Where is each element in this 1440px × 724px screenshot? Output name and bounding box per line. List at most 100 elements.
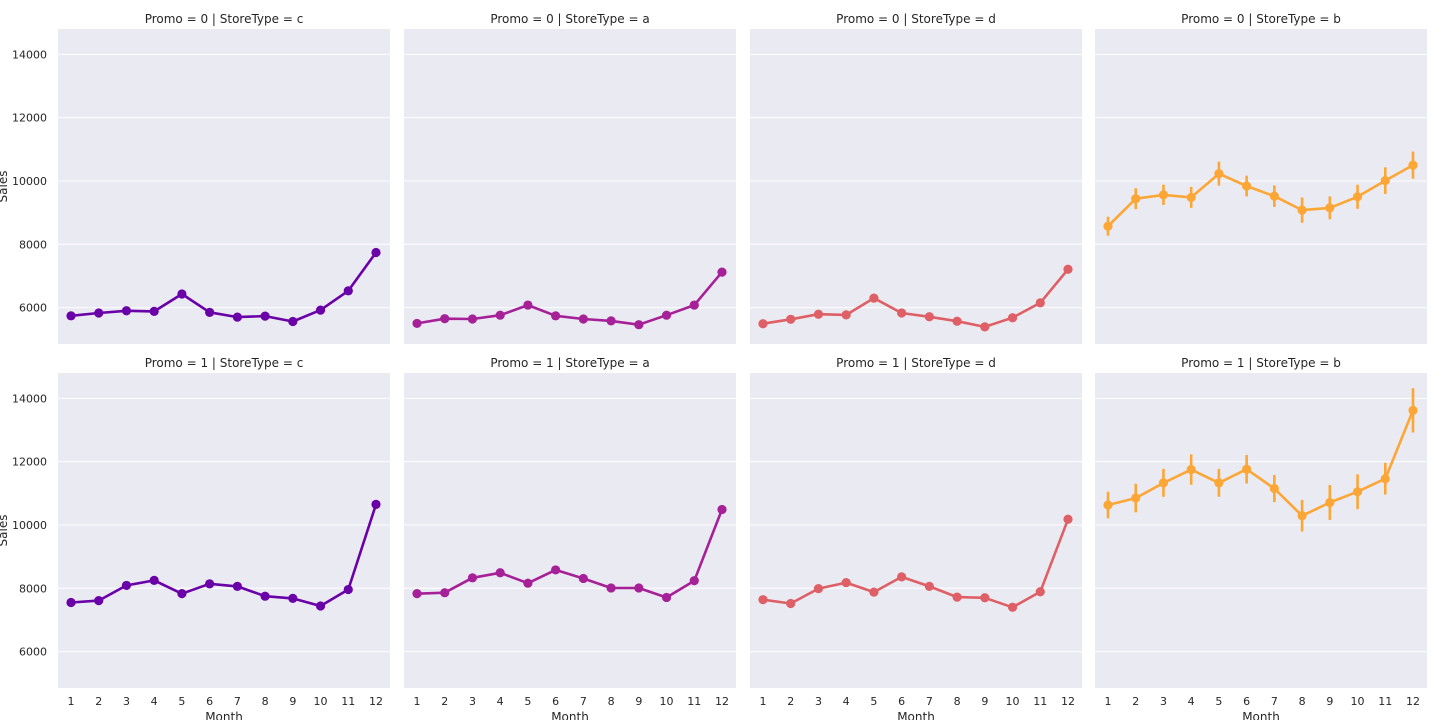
data-point (440, 588, 450, 598)
x-tick-label: 9 (981, 695, 988, 708)
data-point (121, 580, 132, 591)
data-point (634, 583, 644, 593)
data-point (121, 306, 132, 316)
x-tick-label: 4 (843, 695, 850, 708)
data-point (467, 314, 478, 324)
panel-title: Promo = 1 | StoreType = d (836, 356, 996, 370)
x-tick-label: 10 (660, 695, 674, 708)
facet-panel: Promo = 1 | StoreType = c600080001000012… (0, 356, 390, 724)
series-line (762, 268, 1070, 329)
data-point (343, 584, 353, 595)
data-point (1131, 194, 1141, 204)
data-point (551, 565, 561, 575)
data-point (717, 504, 727, 515)
x-tick-label: 6 (206, 695, 213, 708)
y-tick-label: 8000 (19, 582, 47, 595)
data-point (869, 293, 879, 303)
data-point (288, 316, 298, 327)
data-point (232, 581, 242, 591)
data-point (94, 308, 104, 318)
data-point (1352, 487, 1363, 497)
data-point (1063, 264, 1073, 274)
x-tick-label: 5 (1215, 695, 1222, 708)
y-tick-label: 14000 (12, 48, 47, 61)
y-tick-label: 12000 (12, 112, 47, 125)
x-tick-label: 9 (289, 695, 296, 708)
data-point (786, 314, 796, 324)
x-tick-label: 1 (760, 695, 767, 708)
x-tick-label: 3 (469, 695, 476, 708)
data-point (149, 306, 159, 316)
data-point (1131, 493, 1141, 503)
x-tick-label: 11 (1033, 695, 1047, 708)
data-point (315, 601, 326, 611)
x-tick-label: 5 (524, 695, 531, 708)
x-axis-label: Month (1242, 710, 1280, 720)
y-tick-label: 6000 (19, 302, 47, 315)
x-tick-label: 1 (1105, 695, 1112, 708)
series-line (1107, 409, 1415, 518)
y-axis-label: Sales (0, 515, 10, 547)
data-point (1214, 478, 1224, 488)
data-point (1325, 497, 1335, 508)
panel-background (1095, 373, 1427, 688)
data-point (841, 577, 851, 588)
series-line (416, 508, 724, 599)
data-point (1186, 192, 1196, 203)
data-point (897, 572, 907, 582)
facet-panel: Promo = 1 | StoreType = a1 2 3 4 5 6 7 8 9 10 11 12… (404, 356, 736, 724)
panel-title: Promo = 0 | StoreType = a (490, 12, 649, 26)
data-point (523, 300, 533, 310)
data-point (205, 307, 215, 317)
x-axis-label: Month (205, 710, 243, 720)
data-point (523, 578, 533, 588)
panel-title: Promo = 1 | StoreType = c (145, 356, 304, 370)
x-axis-label: Month (897, 710, 935, 720)
data-point (578, 573, 588, 584)
x-tick-label: 11 (341, 695, 355, 708)
x-tick-label: 4 (1188, 695, 1195, 708)
data-point (440, 314, 450, 324)
data-point (1103, 221, 1113, 231)
data-point (260, 591, 270, 601)
data-point (869, 587, 879, 597)
x-tick-label: 4 (151, 695, 158, 708)
x-tick-label: 3 (1160, 695, 1167, 708)
y-tick-label: 14000 (12, 392, 47, 405)
data-point (177, 589, 187, 599)
x-tick-label: 10 (1351, 695, 1365, 708)
facet-panel: Promo = 0 | StoreType = a (404, 12, 736, 344)
data-point (952, 316, 962, 326)
data-point (786, 598, 796, 609)
x-tick-label: 2 (441, 695, 448, 708)
panel-title: Promo = 1 | StoreType = a (490, 356, 649, 370)
facet-panel: Promo = 1 | StoreType = d1 2 3 4 5 6 7 8 9 10 11 12… (750, 356, 1082, 724)
x-tick-label: 10 (314, 695, 328, 708)
data-point (495, 568, 505, 578)
panel-title: Promo = 0 | StoreType = c (145, 12, 304, 26)
x-tick-label: 12 (1406, 695, 1420, 708)
data-point (551, 311, 561, 321)
facet-panel: Promo = 0 | StoreType = c 6000 8000 10000 12… (0, 12, 390, 344)
series-line (1107, 163, 1414, 228)
data-point (149, 575, 159, 585)
data-point (205, 579, 215, 589)
x-tick-label: 1 (68, 695, 75, 708)
data-point (606, 316, 616, 326)
data-point (1269, 483, 1279, 494)
x-tick-label: 4 (497, 695, 504, 708)
x-tick-label: 7 (580, 695, 587, 708)
panel-background (58, 373, 390, 688)
x-tick-label: 8 (1299, 695, 1306, 708)
data-point (1214, 169, 1224, 179)
x-tick-label: 11 (687, 695, 701, 708)
data-point (980, 322, 990, 332)
x-tick-label: 8 (954, 695, 961, 708)
data-point (813, 309, 824, 319)
x-tick-label: 6 (1243, 695, 1250, 708)
x-tick-label: 7 (1271, 695, 1278, 708)
data-point (758, 595, 768, 605)
data-point (1269, 191, 1279, 201)
